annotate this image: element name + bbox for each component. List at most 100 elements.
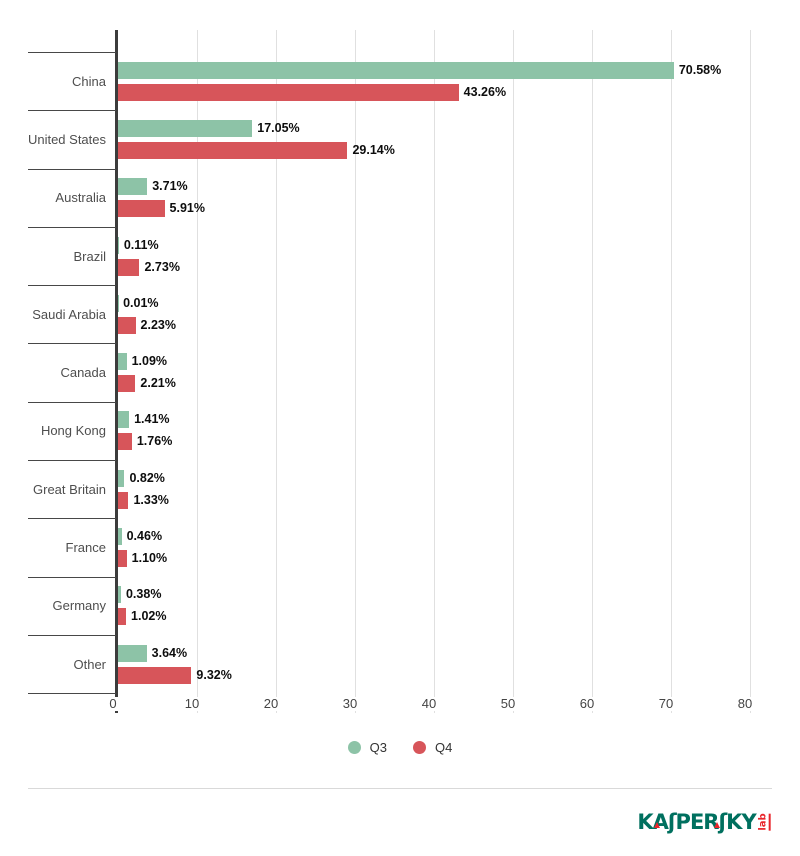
bar-line: 1.09%: [118, 353, 748, 371]
x-tick-label: 50: [498, 696, 518, 711]
legend-item-q3: Q3: [347, 740, 387, 755]
bar-line: 0.82%: [118, 469, 748, 487]
bar-value-label: 3.71%: [152, 179, 188, 194]
bar-q3: [118, 178, 148, 196]
bar-value-label: 2.23%: [140, 317, 176, 332]
bar-q4: [118, 258, 140, 276]
bar-value-label: 0.82%: [129, 470, 165, 485]
chart-row: United States 17.05% 29.14%: [0, 110, 800, 168]
category-label: Australia: [55, 190, 106, 206]
bar-line: 1.41%: [118, 411, 748, 429]
chart-row: France 0.46% 1.10%: [0, 518, 800, 576]
bar-line: 9.32%: [118, 666, 748, 684]
chart-row: Canada 1.09% 2.21%: [0, 343, 800, 401]
bar-value-label: 1.09%: [131, 354, 168, 369]
bar-group: 3.64% 9.32%: [118, 635, 748, 693]
bar-q4: [118, 666, 192, 684]
bar-chart: 0 10 20 30 40 50 60 70 80 China 70.58% 43.26% Unite…: [0, 30, 800, 755]
bar-line: 17.05%: [118, 119, 748, 137]
bar-q4: [118, 375, 136, 393]
category-separator: [28, 168, 116, 170]
bar-line: 1.33%: [118, 491, 748, 509]
category-separator: [28, 576, 116, 578]
category-separator: [28, 110, 116, 112]
chart-row: China 70.58% 43.26%: [0, 52, 800, 110]
x-tick-label: 0: [107, 696, 119, 711]
bar-value-label: 1.41%: [134, 412, 170, 427]
bar-q3: [118, 586, 121, 604]
legend-dot-icon: [413, 741, 426, 754]
x-tick-label: 30: [340, 696, 360, 711]
category-separator: [28, 401, 116, 403]
gridline: [671, 30, 672, 713]
x-tick-label: 10: [182, 696, 202, 711]
gridline: [276, 30, 277, 713]
bar-value-label: 2.73%: [144, 259, 180, 274]
bar-q3: [118, 469, 125, 487]
bar-group: 17.05% 29.14%: [118, 110, 748, 168]
bar-q3: [118, 119, 253, 137]
bar-value-label: 1.33%: [133, 492, 169, 507]
bar-line: 1.10%: [118, 550, 748, 568]
bar-q4: [118, 433, 132, 451]
bar-group: 3.71% 5.91%: [118, 169, 748, 227]
bar-line: 0.38%: [118, 586, 748, 604]
legend-label: Q4: [435, 740, 453, 755]
category-separator: [28, 343, 116, 345]
bar-line: 2.23%: [118, 316, 748, 334]
bar-line: 0.11%: [118, 236, 748, 254]
bar-q4: [118, 491, 129, 509]
chart-row: Hong Kong 1.41% 1.76%: [0, 401, 800, 460]
kaspersky-logo: KAʃPERʃKY lab: [637, 806, 774, 838]
bar-group: 0.46% 1.10%: [118, 518, 748, 576]
footer-divider: [28, 788, 772, 789]
x-tick-label: 20: [261, 696, 281, 711]
chart-row: Great Britain 0.82% 1.33%: [0, 460, 800, 518]
legend-dot-icon: [347, 741, 361, 754]
category-separator: [28, 52, 116, 53]
bar-line: 29.14%: [118, 141, 748, 159]
chart-rows: China 70.58% 43.26% United States 17.05% 29.1…: [0, 52, 800, 695]
bar-value-label: 0.11%: [123, 237, 159, 252]
bar-q3: [118, 61, 674, 79]
legend-item-q4: Q4: [413, 740, 452, 755]
bar-q3: [118, 236, 119, 254]
bar-line: 3.64%: [118, 644, 748, 662]
category-separator: [28, 285, 116, 287]
x-tick-label: 60: [577, 696, 597, 711]
bar-line: 43.26%: [118, 83, 748, 101]
bar-value-label: 9.32%: [196, 667, 232, 682]
category-label: Hong Kong: [40, 423, 106, 439]
category-label: Germany: [52, 598, 106, 614]
plot-area: 0 10 20 30 40 50 60 70 80: [107, 30, 755, 713]
chart-row: Germany 0.38% 1.02%: [0, 576, 800, 635]
bar-line: 1.02%: [118, 608, 748, 626]
chart-row: Saudi Arabia 0.01% 2.23%: [0, 285, 800, 343]
bar-line: 3.71%: [118, 178, 748, 196]
bar-q4: [118, 141, 348, 159]
category-label: Great Britain: [33, 481, 106, 497]
legend-label: Q3: [369, 740, 387, 755]
bar-value-label: 70.58%: [678, 62, 722, 77]
bar-line: 0.01%: [118, 294, 748, 312]
bar-value-label: 3.64%: [151, 645, 188, 660]
bar-q4: [118, 608, 127, 626]
bar-q3: [118, 353, 127, 371]
logo-triangle-icon: [714, 822, 721, 828]
chart-legend: Q3 Q4: [0, 740, 800, 755]
bar-line: 1.76%: [118, 433, 748, 451]
bar-group: 0.01% 2.23%: [118, 285, 748, 343]
bar-q4: [118, 550, 127, 568]
bar-group: 1.09% 2.21%: [118, 343, 748, 401]
chart-row: Other 3.64% 9.32%: [0, 634, 800, 693]
category-separator: [28, 693, 116, 695]
category-label: France: [65, 540, 106, 556]
category-separator: [28, 226, 116, 228]
bar-group: 0.82% 1.33%: [118, 460, 748, 518]
bar-value-label: 0.38%: [125, 587, 162, 602]
bar-value-label: 29.14%: [352, 142, 395, 157]
bar-value-label: 17.05%: [257, 120, 300, 135]
bar-group: 1.41% 1.76%: [118, 402, 748, 460]
category-label: Canada: [60, 365, 106, 381]
